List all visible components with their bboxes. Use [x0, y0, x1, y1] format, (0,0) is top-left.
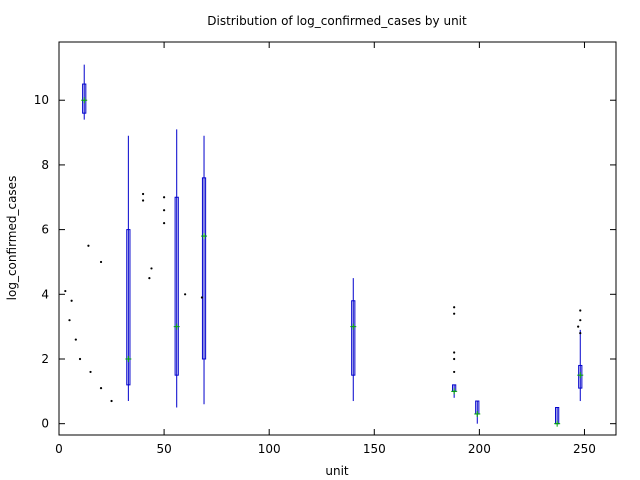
y-tick-label: 4	[41, 287, 49, 301]
outlier-point	[99, 386, 103, 390]
box	[201, 177, 207, 360]
outlier-point	[453, 351, 456, 354]
y-axis: 0 2 4 6 8 10	[34, 93, 616, 431]
outlier-point	[68, 319, 71, 322]
outlier-point	[150, 267, 153, 270]
outlier-point	[74, 338, 77, 341]
outlier-point	[162, 196, 166, 199]
box	[578, 364, 583, 389]
outlier-point	[579, 332, 582, 335]
outlier-point	[577, 325, 580, 328]
x-tick-label: 100	[258, 442, 281, 456]
outlier-point	[184, 293, 187, 296]
outlier-point	[453, 370, 456, 374]
outlier-point	[453, 306, 456, 309]
outlier-point	[70, 299, 73, 302]
plot-frame	[58, 41, 617, 436]
box	[351, 300, 356, 376]
outlier-point	[87, 244, 90, 247]
outlier-point	[579, 319, 582, 322]
outlier-point	[200, 296, 204, 299]
outlier-point	[141, 199, 145, 202]
chart-marks	[64, 64, 584, 427]
x-tick-label: 150	[363, 442, 386, 456]
outlier-point	[141, 192, 145, 196]
outlier-point	[453, 357, 456, 361]
x-axis-title: unit	[325, 464, 349, 478]
outlier-point	[162, 222, 166, 225]
y-axis-title: log_confirmed_cases	[5, 176, 19, 301]
x-axis: 0 50 100 150 200 250	[55, 42, 596, 456]
x-tick-label: 0	[55, 442, 63, 456]
outlier-point	[64, 289, 67, 293]
outlier-point	[78, 357, 82, 361]
x-tick-label: 50	[156, 442, 171, 456]
y-tick-label: 2	[41, 352, 49, 366]
box	[82, 83, 87, 114]
outlier-point	[162, 209, 166, 212]
x-tick-label: 200	[468, 442, 491, 456]
y-tick-label: 6	[41, 223, 49, 237]
outlier-point	[453, 312, 456, 315]
y-tick-label: 0	[41, 417, 49, 431]
outlier-point	[579, 309, 582, 312]
outlier-point	[110, 399, 113, 403]
y-tick-label: 10	[34, 93, 49, 107]
y-tick-label: 8	[41, 158, 49, 172]
outlier-point	[99, 260, 103, 264]
chart-title: Distribution of log_confirmed_cases by u…	[207, 14, 467, 28]
x-tick-label: 250	[573, 442, 596, 456]
box	[126, 229, 131, 386]
box	[174, 196, 179, 376]
outlier-point	[148, 277, 151, 280]
outlier-point	[89, 370, 92, 374]
